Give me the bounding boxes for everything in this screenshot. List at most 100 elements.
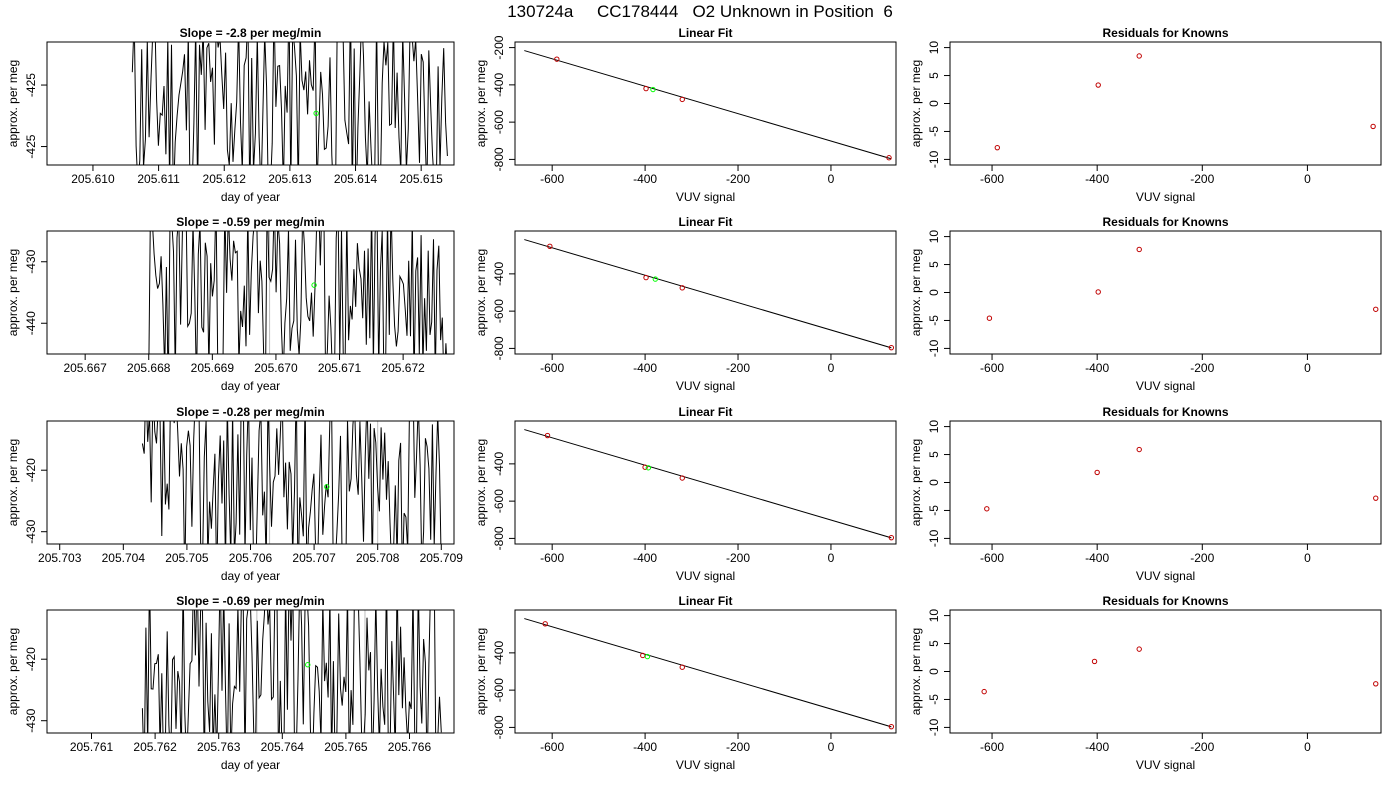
panel-title: Slope = -0.69 per meg/min — [176, 594, 324, 608]
x-tick-label: 0 — [1304, 740, 1311, 754]
x-tick-label: -200 — [726, 361, 750, 375]
x-axis-label: day of year — [221, 190, 280, 204]
y-axis-label: approx. per meg — [474, 439, 488, 526]
time-series-line — [141, 421, 442, 544]
plot-frame — [949, 420, 1382, 545]
panel-time-0 — [41, 41, 455, 171]
plot-frame — [949, 230, 1382, 355]
panel-resid-2 — [944, 420, 1382, 550]
y-tick-label: -430 — [24, 249, 38, 273]
x-tick-label: 205.611 — [137, 172, 180, 186]
x-tick-label: 205.761 — [70, 740, 114, 754]
unknown-point — [644, 653, 651, 660]
x-tick-label: 205.764 — [261, 740, 305, 754]
y-tick-label: 5 — [927, 640, 941, 647]
x-axis-label: VUV signal — [676, 758, 735, 772]
y-tick-label: 10 — [927, 609, 941, 623]
x-tick-label: 205.766 — [388, 740, 432, 754]
y-axis-label: approx. per meg — [909, 249, 923, 336]
x-tick-label: -600 — [540, 740, 564, 754]
x-tick-label: -600 — [980, 551, 1004, 565]
residual-point — [1094, 469, 1100, 476]
x-tick-label: 205.669 — [191, 361, 235, 375]
unknown-point — [652, 276, 659, 282]
known-point — [542, 621, 548, 627]
x-tick-label: 0 — [1304, 361, 1311, 375]
y-tick-label: 10 — [927, 41, 941, 55]
y-tick-label: -400 — [492, 452, 506, 476]
y-tick-label: -5 — [927, 505, 941, 516]
x-tick-label: 205.613 — [268, 172, 312, 186]
residual-point — [1136, 246, 1142, 253]
x-tick-label: -200 — [726, 551, 750, 565]
x-tick-label: -400 — [1085, 361, 1109, 375]
y-tick-label: -200 — [492, 35, 506, 59]
panel-time-3 — [41, 609, 455, 739]
x-tick-label: -400 — [1085, 551, 1109, 565]
x-axis-label: VUV signal — [676, 379, 735, 393]
x-tick-label: -400 — [633, 740, 657, 754]
time-series-line — [148, 231, 447, 354]
x-axis-label: day of year — [221, 758, 280, 772]
y-tick-label: 10 — [927, 420, 941, 434]
x-axis-label: VUV signal — [676, 190, 735, 204]
y-axis-label: approx. per meg — [474, 628, 488, 715]
residual-point — [1136, 53, 1142, 59]
plot-frame — [949, 609, 1382, 734]
residual-point — [1373, 495, 1379, 501]
y-tick-label: 5 — [927, 451, 941, 458]
y-tick-label: -10 — [927, 339, 941, 357]
y-axis-label: approx. per meg — [474, 249, 488, 336]
y-tick-label: -800 — [492, 715, 506, 739]
x-tick-label: -600 — [540, 172, 564, 186]
y-tick-label: 0 — [927, 289, 941, 296]
x-tick-label: -600 — [540, 361, 564, 375]
residual-point — [986, 315, 993, 321]
panel-title: Linear Fit — [678, 594, 732, 608]
x-tick-label: 205.671 — [318, 361, 362, 375]
plot-frame — [514, 41, 897, 166]
panel-time-1 — [41, 230, 455, 360]
x-tick-label: -600 — [980, 740, 1004, 754]
y-tick-label: -425 — [24, 134, 38, 158]
panel-fit-2 — [509, 420, 897, 550]
y-tick-label: -430 — [24, 519, 38, 543]
y-tick-label: -800 — [492, 147, 506, 171]
residual-point — [1095, 82, 1101, 88]
residual-point — [1095, 289, 1101, 295]
x-axis-label: day of year — [221, 569, 280, 583]
y-tick-label: 0 — [927, 100, 941, 107]
y-tick-label: -600 — [492, 489, 506, 513]
residual-point — [981, 688, 987, 695]
x-tick-label: 205.762 — [133, 740, 177, 754]
residual-point — [994, 144, 1001, 151]
panel-title: Slope = -2.8 per meg/min — [180, 26, 322, 40]
x-axis-label: VUV signal — [1136, 190, 1195, 204]
x-tick-label: -200 — [1190, 740, 1214, 754]
x-tick-label: 0 — [1304, 551, 1311, 565]
known-point — [888, 344, 895, 351]
x-tick-label: -400 — [1085, 740, 1109, 754]
unknown-point — [650, 86, 656, 93]
x-axis-label: VUV signal — [1136, 379, 1195, 393]
x-tick-label: -200 — [726, 740, 750, 754]
fit-line — [524, 50, 892, 160]
y-tick-label: 5 — [927, 261, 941, 268]
known-point — [547, 243, 553, 249]
y-tick-label: -5 — [927, 126, 941, 137]
plot-frame — [514, 420, 897, 545]
x-tick-label: 0 — [1304, 172, 1311, 186]
unknown-mean-point — [311, 282, 317, 288]
x-tick-label: 205.670 — [254, 361, 298, 375]
x-tick-label: -200 — [726, 172, 750, 186]
x-tick-label: 0 — [828, 172, 835, 186]
panel-fit-0 — [509, 41, 897, 171]
x-tick-label: 205.667 — [63, 361, 107, 375]
x-tick-label: 0 — [828, 361, 835, 375]
unknown-mean-point — [324, 484, 330, 490]
known-point — [643, 274, 649, 281]
y-tick-label: -10 — [927, 529, 941, 547]
panel-resid-1 — [944, 230, 1382, 360]
y-tick-label: -440 — [24, 311, 38, 335]
x-tick-label: -200 — [1190, 361, 1214, 375]
